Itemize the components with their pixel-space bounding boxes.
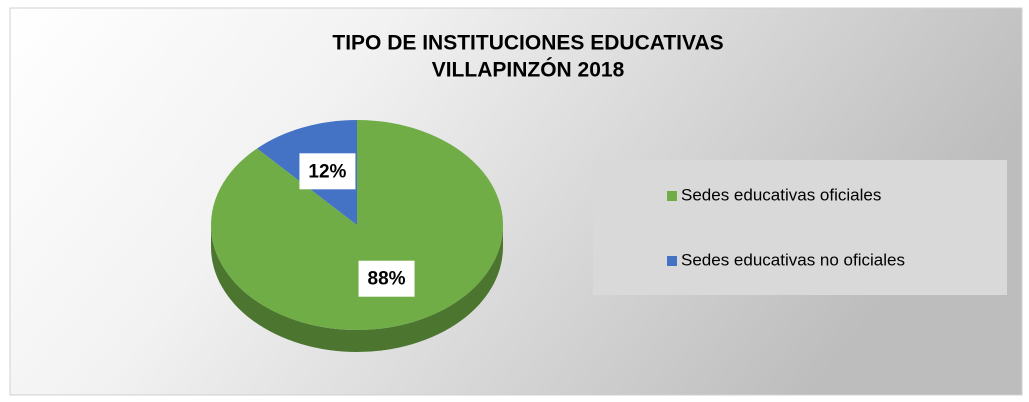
data-label-box (299, 153, 356, 190)
data-label-box (358, 260, 415, 297)
legend: Sedes educativas oficiales Sedes educativ… (667, 185, 905, 269)
slice-side (211, 225, 503, 352)
chart-title: TIPO DE INSTITUCIONES EDUCATIVAS (332, 32, 723, 55)
legend-box (593, 160, 1007, 295)
legend-label: Sedes educativas no oficiales (681, 250, 905, 269)
legend-label: Sedes educativas oficiales (681, 185, 881, 204)
legend-swatch (667, 191, 677, 201)
legend-swatch (667, 256, 677, 266)
data-label: 12% (308, 161, 346, 182)
pie: 88% 12% (210, 120, 503, 352)
chart-title: VILLAPINZÓN 2018 (432, 58, 625, 82)
data-label: 88% (368, 269, 406, 290)
